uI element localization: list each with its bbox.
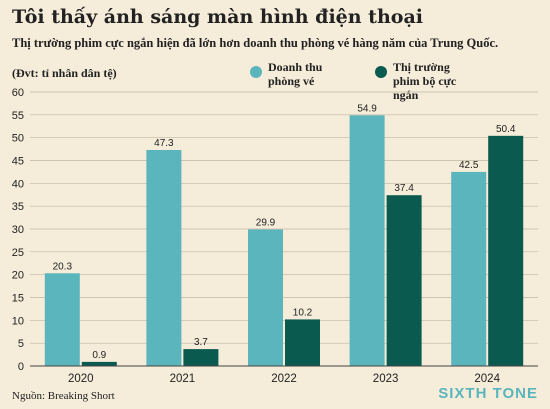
- x-tick-label: 2020: [68, 373, 94, 385]
- data-label: 3.7: [194, 337, 208, 348]
- bar-short-drama: [81, 361, 117, 366]
- y-tick-label: 10: [12, 315, 24, 327]
- brand-logo: SIXTH TONE: [438, 385, 538, 402]
- y-tick-label: 50: [12, 133, 24, 145]
- legend-swatch-short-drama: [375, 66, 387, 78]
- x-tick-label: 2024: [474, 373, 500, 385]
- y-tick-label: 25: [12, 247, 24, 259]
- legend-item-short-drama: Thị trường phim bộ cực ngắn: [375, 60, 473, 102]
- y-tick-label: 0: [18, 361, 24, 373]
- x-tick-label: 2021: [170, 373, 196, 385]
- y-tick-label: 55: [12, 110, 24, 122]
- bar-box-office: [44, 273, 80, 366]
- y-tick-label: 30: [12, 224, 24, 236]
- y-tick-label: 40: [12, 178, 24, 190]
- data-label: 20.3: [53, 261, 73, 272]
- data-label: 29.9: [256, 217, 276, 228]
- chart-subtitle: Thị trường phim cực ngắn hiện đã lớn hơn…: [12, 36, 499, 50]
- bar-box-office: [248, 229, 283, 366]
- x-tick-label: 2023: [373, 373, 399, 385]
- bar-short-drama: [183, 349, 219, 366]
- chart-title: Tôi thấy ánh sáng màn hình điện thoại: [12, 6, 423, 28]
- y-tick-label: 35: [12, 201, 24, 213]
- x-tick-label: 2022: [271, 373, 297, 385]
- y-tick-label: 45: [12, 156, 24, 168]
- bar-short-drama: [488, 135, 524, 366]
- data-label: 47.3: [154, 138, 174, 149]
- legend-item-box-office: Doanh thu phòng vé: [250, 60, 348, 88]
- data-label: 42.5: [459, 160, 479, 171]
- legend-swatch-box-office: [250, 66, 262, 78]
- y-tick-label: 60: [12, 87, 24, 99]
- data-label: 10.2: [293, 307, 313, 318]
- legend-label-short-drama: Thị trường phim bộ cực ngắn: [393, 60, 457, 102]
- data-label: 0.9: [92, 350, 106, 361]
- bar-short-drama: [386, 195, 422, 366]
- y-tick-label: 20: [12, 270, 24, 282]
- source-note: Nguồn: Breaking Short: [12, 390, 115, 402]
- bar-box-office: [146, 149, 182, 366]
- data-label: 50.4: [496, 124, 516, 135]
- y-tick-label: 5: [18, 338, 24, 350]
- legend-label-box-office: Doanh thu phòng vé: [268, 60, 323, 88]
- data-label: 37.4: [394, 183, 414, 194]
- y-tick-label: 15: [12, 293, 24, 305]
- unit-label: (Đvt: tỉ nhân dân tệ): [12, 66, 117, 80]
- bar-short-drama: [285, 319, 320, 366]
- bar-box-office: [451, 171, 487, 366]
- data-label: 54.9: [357, 103, 377, 114]
- bar-box-office: [349, 115, 385, 366]
